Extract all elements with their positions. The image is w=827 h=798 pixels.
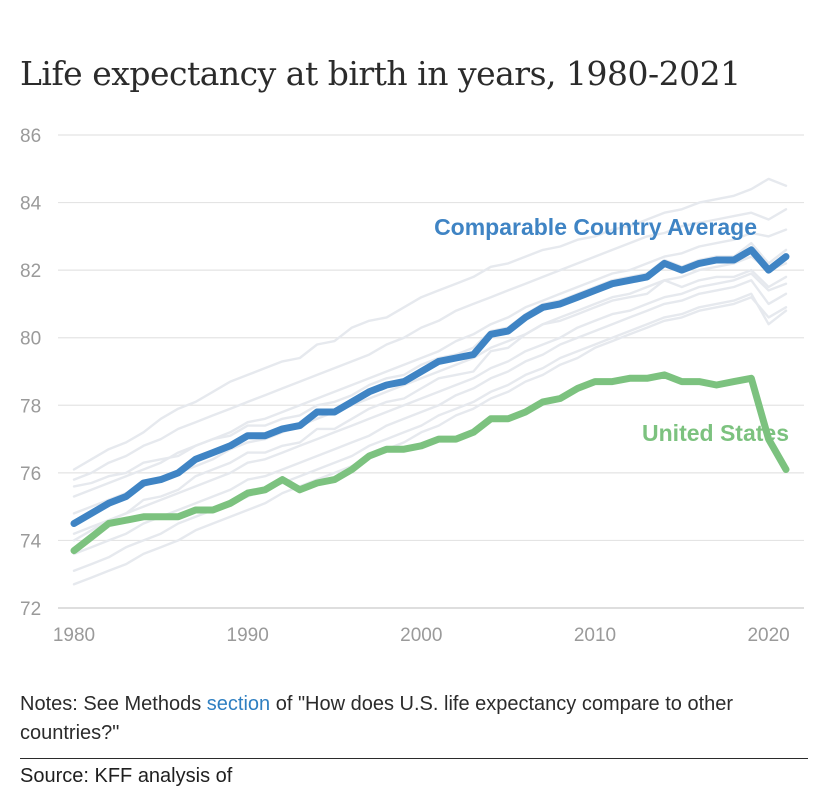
series-line-united-states xyxy=(70,371,790,555)
series-label-comparable-country-average: Comparable Country Average xyxy=(434,214,757,240)
y-tick-label-76: 76 xyxy=(20,464,41,485)
y-tick-label-74: 74 xyxy=(20,531,42,552)
y-tick-label-82: 82 xyxy=(20,261,41,282)
highlighted-series xyxy=(70,246,790,555)
background-country-lines xyxy=(72,177,788,586)
background-line-peer-5 xyxy=(72,272,788,535)
chart-notes: Notes: See Methods section of "How does … xyxy=(20,690,810,748)
methods-section-link[interactable]: section xyxy=(206,693,271,715)
line-chart: 72 74 76 78 80 82 84 86 1980 1990 2000 2010 2020 Co… xyxy=(20,126,804,646)
x-tick-label-2000: 2000 xyxy=(400,625,442,646)
chart-title: Life expectancy at birth in years, 1980-… xyxy=(20,54,741,93)
y-tick-label-86: 86 xyxy=(20,126,41,147)
series-line-comparable-country-average xyxy=(70,246,790,527)
y-tick-label-72: 72 xyxy=(20,599,41,620)
background-line-peer-8 xyxy=(72,296,788,586)
x-tick-label-1980: 1980 xyxy=(53,625,95,646)
background-line-peer-2 xyxy=(72,208,788,481)
x-tick-label-2010: 2010 xyxy=(574,625,616,646)
y-axis-ticks: 72 74 76 78 80 82 84 86 xyxy=(20,126,42,620)
background-line-peer-10 xyxy=(72,268,788,542)
notes-prefix: Notes: See Methods xyxy=(20,693,207,715)
x-axis-ticks: 1980 1990 2000 2010 2020 xyxy=(53,625,790,646)
background-line-peer-6 xyxy=(72,279,788,556)
notes-divider xyxy=(20,758,808,759)
y-tick-label-78: 78 xyxy=(20,396,41,417)
y-tick-label-80: 80 xyxy=(20,329,41,350)
y-tick-label-84: 84 xyxy=(20,194,42,215)
background-line-peer-4 xyxy=(72,255,788,515)
chart-source: Source: KFF analysis of xyxy=(20,765,233,787)
x-tick-label-2020: 2020 xyxy=(747,625,789,646)
background-line-peer-7 xyxy=(72,292,788,572)
x-tick-label-1990: 1990 xyxy=(227,625,269,646)
notes-suffix: of "How does U.S. life expectancy compar… xyxy=(20,693,734,744)
series-label-united-states: United States xyxy=(642,420,789,446)
background-line-peer-1 xyxy=(72,177,788,471)
